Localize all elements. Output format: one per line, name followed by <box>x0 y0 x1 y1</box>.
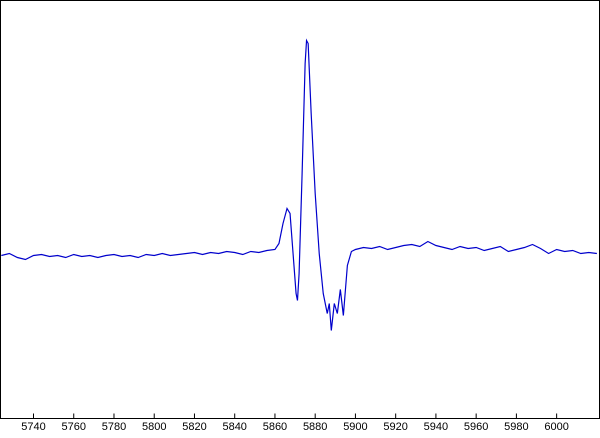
x-tick-label: 5960 <box>464 421 488 433</box>
x-tick-label: 5760 <box>61 421 85 433</box>
x-tick-label: 5880 <box>303 421 327 433</box>
plot-frame <box>0 0 600 419</box>
x-tick-label: 5840 <box>222 421 246 433</box>
x-tick-label: 6000 <box>544 421 568 433</box>
x-tick-label: 5920 <box>383 421 407 433</box>
x-tick-label: 5780 <box>102 421 126 433</box>
x-tick-label: 5800 <box>142 421 166 433</box>
x-tick-label: 5860 <box>263 421 287 433</box>
x-tick-label: 5740 <box>21 421 45 433</box>
x-tick-label: 5940 <box>424 421 448 433</box>
x-tick-label: 5820 <box>182 421 206 433</box>
x-tick-label: 5900 <box>343 421 367 433</box>
x-tick-label: 5980 <box>504 421 528 433</box>
data-line <box>1 38 597 331</box>
